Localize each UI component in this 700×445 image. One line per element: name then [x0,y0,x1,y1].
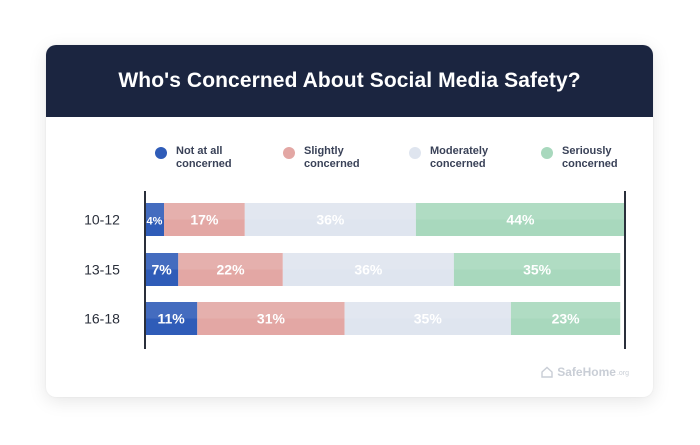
legend-label-moderately: Moderately concerned [430,145,502,171]
category-label: 13-15 [84,262,120,278]
data-label: 31% [257,311,286,327]
bar-segment-sheen [145,302,198,319]
data-label: 36% [316,212,345,228]
safehome-logo-icon [541,366,553,378]
bar-segment-sheen [453,253,621,270]
legend-line1: Slightly [304,145,344,157]
bar-segment [415,203,625,236]
bar-segment [145,253,179,286]
legend-swatch-seriously [541,147,553,159]
legend-line2: concerned [176,158,232,170]
legend-swatch-not-at-all [155,147,167,159]
legend-item-slightly: Slightly concerned [283,145,376,171]
bar-segment [344,302,511,335]
legend-line1: Not at all [176,145,223,157]
data-label: 35% [523,262,552,278]
bar-segment [510,302,621,335]
chart-title: Who's Concerned About Social Media Safet… [118,69,581,92]
legend-line1: Moderately [430,145,489,157]
bar-segment [164,203,245,236]
data-label: 22% [217,262,246,278]
bar-segment [178,253,283,286]
stacked-bar-chart: 10-12 4% 17% 36% 44% 13-15 7% 22% 36% 35% 16-18 11%… [84,191,626,349]
bar-segment [282,253,454,286]
legend-line2: concerned [430,158,486,170]
data-label: 11% [158,311,186,327]
bar-segment [244,203,416,236]
legend-swatch-slightly [283,147,295,159]
data-label: 7% [152,262,173,278]
legend-line1: Seriously [562,145,612,157]
bar-segment-sheen [510,302,621,319]
bar-segment-sheen [244,203,416,220]
legend-item-not-at-all: Not at all concerned [155,145,248,171]
title-bar: Who's Concerned About Social Media Safet… [46,45,653,117]
bar-segment [145,302,198,335]
data-label: 23% [552,311,581,327]
bar-segment [453,253,621,286]
watermark-suffix: .org [616,370,629,377]
bar-segment-sheen [282,253,454,270]
legend-label-slightly: Slightly concerned [304,145,376,171]
legend-label-not-at-all: Not at all concerned [176,145,248,171]
data-label: 36% [354,262,383,278]
legend-label-seriously: Seriously concerned [562,145,634,171]
bar-segment-sheen [178,253,283,270]
data-label: 44% [506,212,535,228]
bar-segment-sheen [415,203,625,220]
chart-card: Who's Concerned About Social Media Safet… [46,45,653,397]
bar-segment-sheen [145,253,179,270]
legend-swatch-moderately [409,147,421,159]
data-label: 35% [414,311,443,327]
category-label: 10-12 [84,212,120,228]
legend-line2: concerned [304,158,360,170]
legend-line2: concerned [562,158,618,170]
legend-item-seriously: Seriously concerned [541,145,634,171]
category-label: 16-18 [84,311,120,327]
bar-segment [197,302,345,335]
bar-segment-sheen [197,302,345,319]
data-label: 17% [190,212,219,228]
bar-segment-sheen [145,203,165,220]
bar-segment [145,203,165,236]
watermark: SafeHome .org [541,365,629,379]
legend-item-moderately: Moderately concerned [409,145,502,171]
bar-segment-sheen [344,302,511,319]
bar-segment-sheen [164,203,245,220]
watermark-brand: SafeHome [557,365,616,379]
data-label: 4% [147,216,163,228]
